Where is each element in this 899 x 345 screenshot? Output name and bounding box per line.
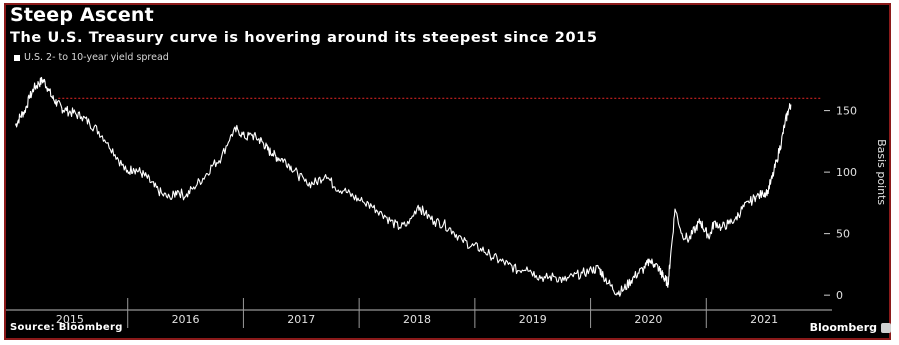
- y-tick-label: 150: [836, 105, 857, 118]
- x-tick-label: 2019: [519, 313, 547, 326]
- chart-frame: [4, 3, 891, 340]
- chart-subtitle: The U.S. Treasury curve is hovering arou…: [10, 30, 598, 46]
- legend-label: U.S. 2- to 10-year yield spread: [24, 52, 169, 63]
- y-axis-label: Basis points: [875, 139, 888, 205]
- x-tick-label: 2018: [403, 313, 431, 326]
- y-tick-label: 0: [836, 289, 843, 302]
- brand-label: Bloomberg: [809, 321, 877, 334]
- source-note: Source: Bloomberg: [10, 322, 123, 333]
- y-tick-label: 100: [836, 166, 857, 179]
- x-tick-label: 2016: [172, 313, 200, 326]
- y-tick-label: 50: [836, 228, 850, 241]
- bloomberg-logo-icon: [881, 322, 891, 333]
- x-tick-label: 2017: [287, 313, 315, 326]
- legend: U.S. 2- to 10-year yield spread: [14, 52, 169, 63]
- chart-title: Steep Ascent: [10, 4, 154, 26]
- legend-swatch: [14, 54, 20, 61]
- series-line-spread: [14, 76, 792, 297]
- x-tick-label: 2015: [56, 313, 84, 326]
- brand-footer: Bloomberg: [810, 321, 891, 334]
- x-tick-label: 2020: [634, 313, 662, 326]
- x-tick-label: 2021: [750, 313, 778, 326]
